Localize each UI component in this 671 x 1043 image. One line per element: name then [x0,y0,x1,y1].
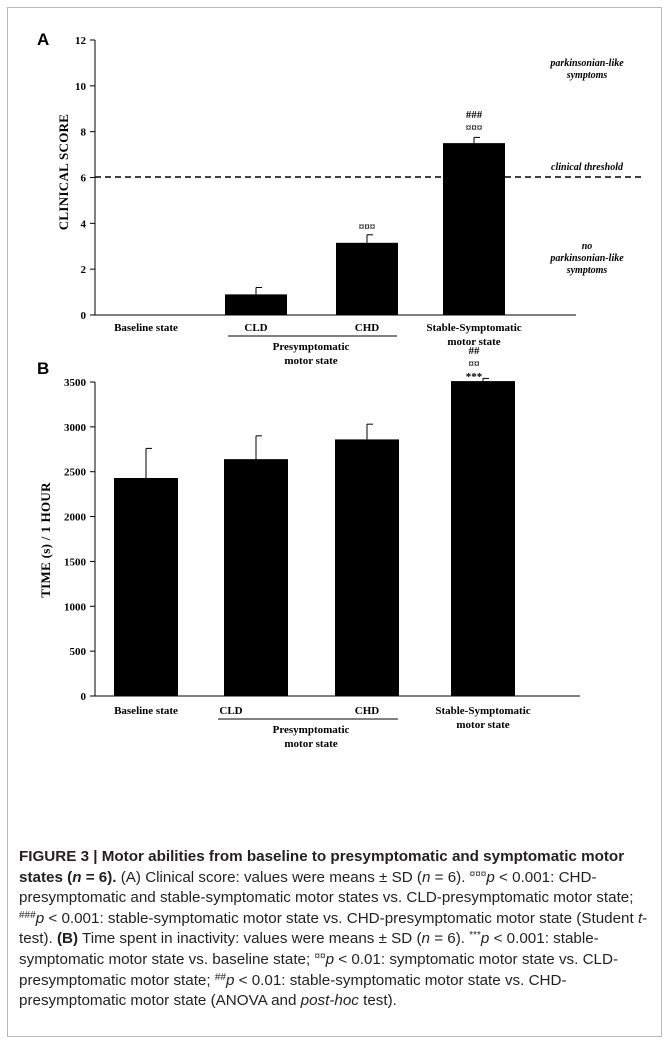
panel-b-y-tick-label: 500 [70,646,87,658]
panel-b-y-tick-label: 0 [81,691,87,703]
caption-a-txt3: -test). [19,909,648,948]
panel-a-letter: A [37,30,49,49]
caption-b-p3: p [225,971,235,989]
panel-b-y-ticks: 0 500 1000 1500 2000 2500 3000 3500 [64,377,95,703]
panel-b-cat-cld: CLD [219,705,242,717]
caption-heading: FIGURE 3 | Motor abilities from baseline… [19,848,624,886]
panel-b-bar [114,477,178,696]
panel-b-bar [451,381,515,696]
panel-a-y-tick-label: 8 [81,127,87,139]
below-threshold-label-line3: symptoms [566,265,608,276]
panel-a-y-tick-label: 6 [81,173,87,185]
panel-a-sig-stable-1: ### [466,109,483,121]
caption-a-t: t [637,909,643,927]
caption-head-end: = 6). [81,868,117,886]
caption-head: FIGURE 3 | Motor abilities from baseline… [19,848,625,886]
panel-b-group-label-line2: motor state [284,738,337,750]
panel-b-bar [335,439,399,696]
caption-a-intro: (A) Clinical score: values were means ± … [116,868,422,886]
caption-b-txt4: test). [358,992,397,1010]
caption-b-txt2: < 0.01: symptomatic motor state vs. CLD-… [19,950,619,989]
panel-a-cat-cld: CLD [244,322,267,334]
caption-b-p1: p [480,930,490,948]
panel-a-y-tick-label: 2 [81,264,87,276]
above-threshold-label-line2: symptoms [566,70,608,81]
caption-b-n: n [421,930,430,948]
caption-a-p2: p [35,909,45,927]
below-threshold-label-line2: parkinsonian-like [549,253,624,264]
panel-b-letter: B [37,359,49,378]
panel-b-bar [224,459,288,696]
panel-b-cat-stable-line1: Stable-Symptomatic [435,705,530,717]
panel-a-cat-baseline: Baseline state [114,322,178,334]
panel-a-cat-chd: CHD [355,322,380,334]
caption-a-sym2: ### [19,909,36,921]
panel-a-y-ticks: 0 2 4 6 8 10 12 [75,35,95,322]
panel-b-cat-chd: CHD [355,705,380,717]
panel-a: A CLINICAL SCORE 0 2 4 6 8 10 12 clinical thre… [37,30,645,367]
panel-a-bars [225,136,505,315]
caption-b-intro: Time spent in inactivity: values were me… [78,930,422,948]
panel-a-sig-chd: ¤¤¤ [359,221,376,233]
panel-b-sig-1: ## [469,345,481,357]
panel-a-group-label-line2: motor state [284,355,337,367]
panel-b-y-tick-label: 2000 [64,512,87,524]
caption-a-eq: = 6). [430,868,470,886]
panel-a-y-tick-label: 0 [81,310,87,322]
figure-charts: A CLINICAL SCORE 0 2 4 6 8 10 12 clinical thre… [37,30,645,750]
caption-b-sym1: *** [469,930,481,942]
caption-b-posthoc: post-hoc [300,992,359,1010]
caption-a-txt1: < 0.001: CHD-presymptomatic and stable-s… [19,868,634,907]
caption-a-sym1: ¤¤¤ [469,868,487,880]
caption-a-txt2: < 0.001: stable-symptomatic motor state … [44,909,638,927]
caption-b-txt3: < 0.01: stable-symptomatic motor state v… [19,971,567,1010]
above-threshold-label-line1: parkinsonian-like [549,58,624,69]
panel-b-cat-stable-line2: motor state [456,719,509,731]
caption-b-p2: p [325,950,335,968]
caption-a-n: n [421,868,431,886]
panel-a-group-label-line1: Presymptomatic [273,341,350,353]
panel-b-group-label-line1: Presymptomatic [273,724,350,736]
caption-head-n: n [72,868,82,886]
caption-b-eq: = 6). [429,930,470,948]
panel-a-bar [443,143,505,315]
figure-caption: FIGURE 3 | Motor abilities from baseline… [19,847,651,1012]
panel-b-y-tick-label: 1000 [64,601,87,613]
panel-a-y-axis-label: CLINICAL SCORE [56,114,71,231]
panel-b-y-tick-label: 3500 [64,377,87,389]
panel-b-y-tick-label: 2500 [64,467,87,479]
caption-b-sym2: ¤¤ [314,950,326,962]
panel-a-bar [336,242,398,315]
panel-b: B TIME (s) / 1 HOUR 0 500 1000 1500 2000 2500… [37,345,580,750]
panel-a-cat-stable-line1: Stable-Symptomatic [426,322,521,334]
panel-b-y-tick-label: 3000 [64,422,87,434]
caption-b-label: (B) [56,930,79,948]
panel-b-bars [114,377,515,696]
panel-a-cat-stable-line2: motor state [447,336,500,348]
clinical-threshold-label: clinical threshold [551,162,624,173]
panel-b-cat-baseline: Baseline state [114,705,178,717]
panel-a-y-tick-label: 10 [75,81,87,93]
panel-a-y-tick-label: 12 [75,35,87,47]
panel-a-y-tick-label: 4 [81,218,87,230]
caption-b-txt1: < 0.001: stable-symptomatic motor state … [19,930,599,968]
panel-a-bar [225,294,287,315]
panel-b-y-axis-label: TIME (s) / 1 HOUR [38,482,53,598]
panel-b-y-tick-label: 1500 [64,556,87,568]
panel-a-sig-stable-2: ¤¤¤ [466,122,483,134]
below-threshold-label-line1: no [582,241,593,252]
caption-a-p1: p [486,868,495,886]
caption-b-sym3: ## [214,971,226,983]
panel-b-sig-3: *** [466,371,483,383]
panel-b-sig-2: ¤¤ [469,358,481,370]
